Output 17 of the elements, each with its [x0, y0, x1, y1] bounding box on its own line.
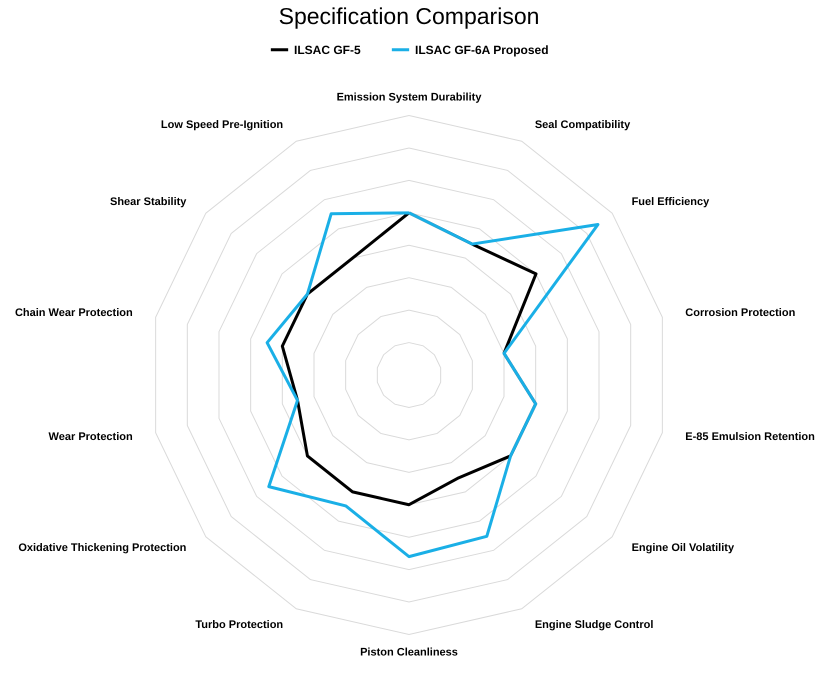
spoke-label: Seal Compatibility — [534, 118, 632, 131]
legend-label: ILSAC GF-6A Proposed — [415, 42, 549, 57]
spoke-label: Fuel Efficiency — [632, 196, 710, 208]
spoke-label: Wear Protection — [48, 430, 133, 443]
spoke-label: Engine Oil Volatility — [632, 542, 735, 554]
spoke-label: E-85 Emulsion Retention — [685, 430, 816, 443]
spoke-label: Corrosion Protection — [685, 307, 796, 320]
spoke-label: Oxidative Thickening Protection — [18, 542, 187, 554]
spoke-label: Engine Sludge Control — [534, 619, 654, 632]
spoke-label: Turbo Protection — [195, 619, 284, 632]
chart-title: Specification Comparison — [278, 3, 540, 29]
spoke-label: Emission System Durability — [336, 91, 482, 104]
spoke-label: Shear Stability — [110, 196, 188, 208]
spoke-label: Piston Cleanliness — [360, 646, 458, 659]
legend-label: ILSAC GF-5 — [294, 42, 361, 57]
spoke-label: Low Speed Pre-Ignition — [160, 118, 284, 131]
spoke-label: Chain Wear Protection — [14, 307, 133, 320]
